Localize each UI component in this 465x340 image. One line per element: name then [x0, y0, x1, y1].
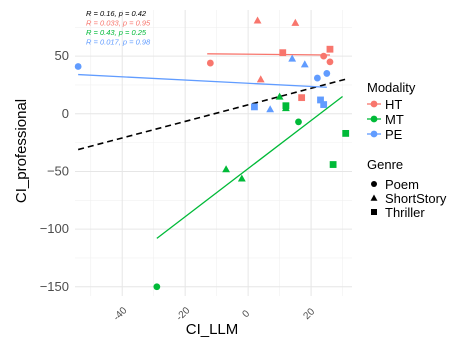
point-pe-circle: [313, 74, 321, 82]
point-mt-triangle: [275, 92, 284, 100]
point-pe-square: [320, 101, 328, 108]
y-tick-label: −50: [47, 163, 69, 178]
point-mt-square: [342, 129, 350, 137]
y-axis-ticks: −150 −100 −50 0 50: [40, 48, 69, 294]
point-ht-triangle: [291, 18, 300, 26]
point-ht-square: [298, 94, 306, 102]
x-axis-label: CI_LLM: [186, 321, 239, 338]
legend-label-thriller: Thriller: [385, 205, 425, 220]
stat-pe: R = 0.017, p = 0.98: [86, 38, 151, 47]
y-axis-label: CI_professional: [13, 99, 30, 203]
x-tick-label: 0: [241, 308, 253, 320]
point-mt-triangle: [237, 174, 246, 182]
grid: [75, 10, 352, 296]
legend-label-shortstory: ShortStory: [385, 191, 447, 206]
legend-modality-title: Modality: [367, 80, 416, 95]
legend-shape-triangle: [370, 194, 378, 201]
fit-line-ht: [207, 53, 330, 56]
legend-swatch-ht: [370, 100, 378, 108]
y-tick-label: −100: [40, 221, 69, 236]
point-ht-circle: [326, 58, 334, 66]
point-mt-square: [282, 102, 290, 110]
stat-mt: R = 0.43, p = 0.25: [86, 28, 147, 37]
point-pe-triangle: [300, 60, 309, 68]
point-ht-circle: [320, 52, 328, 60]
legend-label-ht: HT: [385, 97, 402, 112]
point-pe-square: [251, 103, 258, 111]
legend-label-pe: PE: [385, 127, 403, 142]
point-pe-circle: [323, 70, 331, 77]
legend-swatch-mt: [370, 115, 378, 123]
stats-annotations: R = 0.16, p = 0.42R = 0.033, p = 0.95R =…: [86, 9, 151, 47]
legend-label-mt: MT: [385, 112, 404, 127]
point-ht-circle: [206, 59, 214, 67]
point-pe-triangle: [288, 54, 297, 62]
point-pe-triangle: [266, 105, 275, 113]
x-tick-label: -40: [111, 305, 129, 323]
point-mt-circle: [153, 283, 161, 291]
point-ht-triangle: [253, 16, 262, 24]
point-ht-triangle: [256, 75, 265, 83]
point-mt-triangle: [222, 165, 231, 173]
legend-label-poem: Poem: [385, 177, 419, 192]
legend-shape-circle: [371, 181, 377, 187]
point-mt-circle: [295, 118, 302, 126]
y-tick-label: 0: [62, 106, 69, 121]
fit-lines: [77, 53, 346, 239]
y-tick-label: −150: [40, 279, 69, 294]
y-tick-label: 50: [55, 48, 69, 63]
stat-ht: R = 0.033, p = 0.95: [86, 19, 151, 28]
legend-shape-square: [371, 209, 377, 215]
point-mt-square: [329, 161, 337, 168]
legend-swatch-pe: [370, 130, 378, 138]
legend-genre-title: Genre: [367, 157, 403, 172]
data-points: [74, 16, 350, 291]
fit-line-all: [77, 78, 346, 151]
x-tick-label: 20: [301, 306, 317, 322]
fit-line-pe: [78, 73, 327, 88]
point-ht-square: [279, 49, 287, 57]
fit-line-mt: [156, 95, 343, 239]
point-ht-square: [326, 45, 334, 53]
point-pe-circle: [74, 63, 82, 70]
point-pe-square: [317, 96, 324, 104]
stat-all: R = 0.16, p = 0.42: [86, 9, 147, 18]
